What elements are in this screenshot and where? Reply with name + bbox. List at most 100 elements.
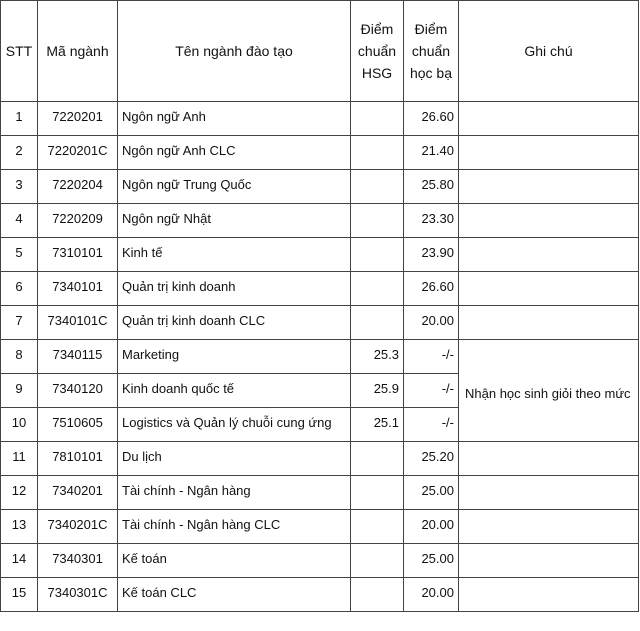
ten-nganh-cell: Kinh doanh quốc tế [117,373,351,408]
ghi-chu-cell [458,305,639,340]
ten-nganh-cell: Tài chính - Ngân hàng CLC [117,509,351,544]
ten-nganh-cell: Marketing [117,339,351,374]
diem-hsg-cell [350,475,404,510]
ma-nganh-cell: 7310101 [37,237,118,272]
ghi-chu-cell [458,203,639,238]
diem-hoc-ba-cell: 23.90 [403,237,459,272]
ma-nganh-cell: 7220204 [37,169,118,204]
table-row: 15 7340301C Kế toán CLC 20.00 [0,577,639,612]
diem-hsg-cell [350,271,404,306]
diem-hoc-ba-cell: 20.00 [403,509,459,544]
header-ten-nganh: Tên ngành đào tạo [117,0,351,102]
table-row: 5 7310101 Kinh tế 23.90 [0,237,639,272]
ten-nganh-cell: Kế toán CLC [117,577,351,612]
ma-nganh-cell: 7220201 [37,101,118,136]
ghi-chu-cell [458,577,639,612]
ma-nganh-cell: 7810101 [37,441,118,476]
ghi-chu-cell [458,135,639,170]
diem-hsg-cell [350,509,404,544]
table-row: 6 7340101 Quản trị kinh doanh 26.60 [0,271,639,306]
header-diem-hoc-ba: Điểm chuẩn học bạ [403,0,459,102]
ma-nganh-cell: 7220209 [37,203,118,238]
ten-nganh-cell: Quản trị kinh doanh [117,271,351,306]
ma-nganh-cell: 7510605 [37,407,118,442]
header-stt: STT [0,0,38,102]
table-row: 13 7340201C Tài chính - Ngân hàng CLC 20.00 [0,509,639,544]
stt-cell: 10 [0,407,38,442]
table-row: 14 7340301 Kế toán 25.00 [0,543,639,578]
table-row: 2 7220201C Ngôn ngữ Anh CLC 21.40 [0,135,639,170]
table-row: 4 7220209 Ngôn ngữ Nhật 23.30 [0,203,639,238]
stt-cell: 2 [0,135,38,170]
diem-hoc-ba-cell: 25.20 [403,441,459,476]
ten-nganh-cell: Ngôn ngữ Anh [117,101,351,136]
table-row: 7 7340101C Quản trị kinh doanh CLC 20.00 [0,305,639,340]
ten-nganh-cell: Tài chính - Ngân hàng [117,475,351,510]
header-row: STT Mã ngành Tên ngành đào tạo Điểm chuẩ… [0,0,639,102]
stt-cell: 12 [0,475,38,510]
ghi-chu-cell [458,237,639,272]
admission-score-table: STT Mã ngành Tên ngành đào tạo Điểm chuẩ… [0,0,639,612]
stt-cell: 3 [0,169,38,204]
ghi-chu-cell [458,509,639,544]
ma-nganh-cell: 7340101 [37,271,118,306]
stt-cell: 8 [0,339,38,374]
diem-hsg-cell [350,305,404,340]
diem-hoc-ba-cell: 25.00 [403,475,459,510]
diem-hsg-cell [350,169,404,204]
ghi-chu-cell [458,441,639,476]
table-row: 3 7220204 Ngôn ngữ Trung Quốc 25.80 [0,169,639,204]
diem-hsg-cell [350,441,404,476]
ten-nganh-cell: Kế toán [117,543,351,578]
ten-nganh-cell: Ngôn ngữ Nhật [117,203,351,238]
ghi-chu-cell [458,475,639,510]
stt-cell: 5 [0,237,38,272]
diem-hoc-ba-cell: 21.40 [403,135,459,170]
ma-nganh-cell: 7340201C [37,509,118,544]
header-ma-nganh: Mã ngành [37,0,118,102]
diem-hoc-ba-cell: 25.00 [403,543,459,578]
diem-hoc-ba-cell: 25.80 [403,169,459,204]
ten-nganh-cell: Logistics và Quản lý chuỗi cung ứng [117,407,351,442]
stt-cell: 13 [0,509,38,544]
stt-cell: 1 [0,101,38,136]
stt-cell: 11 [0,441,38,476]
ma-nganh-cell: 7340201 [37,475,118,510]
ma-nganh-cell: 7340115 [37,339,118,374]
diem-hsg-cell [350,135,404,170]
table-row: 10 7510605 Logistics và Quản lý chuỗi cung… [0,407,639,442]
diem-hoc-ba-cell: -/- [403,373,459,408]
table-row: 11 7810101 Du lịch 25.20 [0,441,639,476]
stt-cell: 15 [0,577,38,612]
diem-hoc-ba-cell: 26.60 [403,271,459,306]
diem-hoc-ba-cell: -/- [403,339,459,374]
diem-hsg-cell: 25.3 [350,339,404,374]
diem-hsg-cell [350,203,404,238]
ten-nganh-cell: Quản trị kinh doanh CLC [117,305,351,340]
ma-nganh-cell: 7340101C [37,305,118,340]
stt-cell: 9 [0,373,38,408]
diem-hsg-cell: 25.1 [350,407,404,442]
ghi-chu-cell [458,101,639,136]
diem-hoc-ba-cell: 20.00 [403,577,459,612]
table-row: 12 7340201 Tài chính - Ngân hàng 25.00 [0,475,639,510]
ma-nganh-cell: 7220201C [37,135,118,170]
diem-hsg-cell [350,101,404,136]
ghi-chu-cell [458,271,639,306]
table-row: 9 7340120 Kinh doanh quốc tế 25.9 -/- [0,373,639,408]
diem-hsg-cell: 25.9 [350,373,404,408]
stt-cell: 7 [0,305,38,340]
ghi-chu-cell: Nhận học sinh giỏi theo mức [458,339,639,442]
diem-hoc-ba-cell: -/- [403,407,459,442]
ten-nganh-cell: Ngôn ngữ Trung Quốc [117,169,351,204]
ten-nganh-cell: Kinh tế [117,237,351,272]
header-diem-hsg: Điểm chuẩn HSG [350,0,404,102]
table-row: 1 7220201 Ngôn ngữ Anh 26.60 [0,101,639,136]
ma-nganh-cell: 7340301 [37,543,118,578]
stt-cell: 4 [0,203,38,238]
table-row: 8 7340115 Marketing 25.3 -/- Nhận học sinh gi… [0,339,639,442]
header-ghi-chu: Ghi chú [458,0,639,102]
diem-hsg-cell [350,237,404,272]
ma-nganh-cell: 7340120 [37,373,118,408]
ten-nganh-cell: Ngôn ngữ Anh CLC [117,135,351,170]
